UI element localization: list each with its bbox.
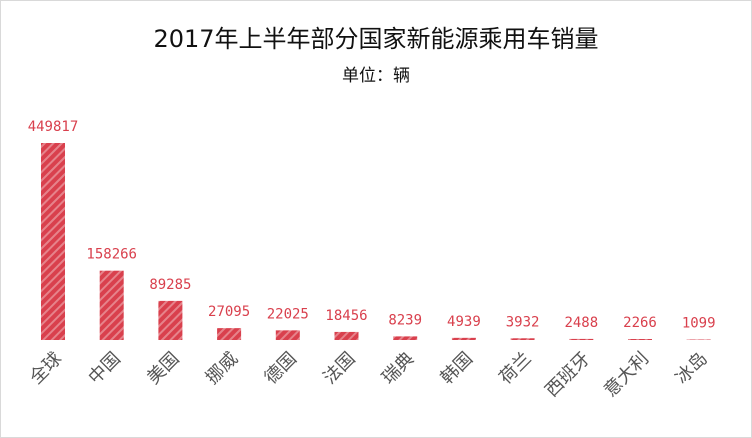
value-label: 89285 [149,277,191,293]
bar [41,143,65,340]
bar [451,337,476,340]
value-label: 3932 [506,314,540,330]
value-label: 22025 [267,306,309,322]
value-label: 27095 [208,304,250,320]
value-label: 1099 [682,316,716,332]
chart-subtitle: 单位：辆 [342,66,410,86]
bar [99,270,124,340]
value-label: 8239 [388,312,422,328]
value-label: 449817 [28,119,79,135]
bar [510,338,535,340]
bar [158,300,183,340]
value-label: 4939 [447,314,481,330]
bar [628,339,652,340]
bar [334,331,359,340]
value-label: 18456 [325,308,367,324]
value-label: 2488 [564,315,598,331]
chart-title: 2017年上半年部分国家新能源乘用车销量 [153,25,598,53]
bar [393,336,418,340]
value-label: 158266 [86,247,137,263]
bar [569,338,594,340]
bar [217,328,242,340]
value-label: 2266 [623,315,657,331]
bar [275,330,300,340]
